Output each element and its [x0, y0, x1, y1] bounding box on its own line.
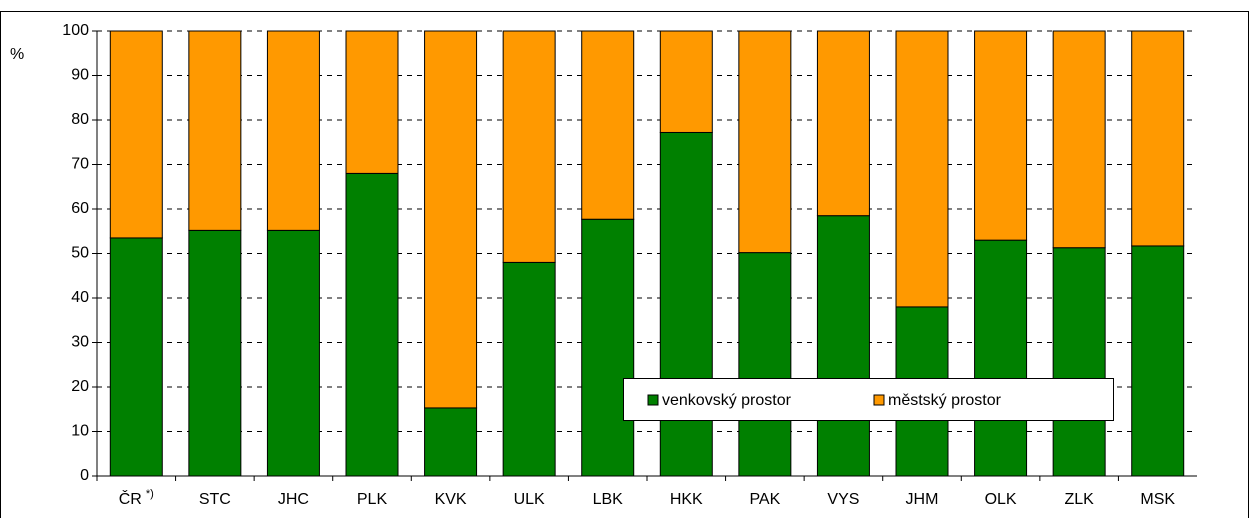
bar-segment — [581, 218, 635, 477]
bar-segment — [738, 252, 792, 477]
y-tick-label: 0 — [80, 467, 89, 484]
x-tick-text: PAK — [749, 491, 780, 508]
x-tick-text: MSK — [1140, 491, 1175, 508]
x-tick-label: STC — [199, 491, 231, 508]
y-tick-label: 60 — [71, 200, 89, 217]
legend-swatch — [647, 394, 659, 406]
x-tick-text: HKK — [670, 491, 703, 508]
bar-segment — [974, 30, 1028, 241]
x-tick-label: PAK — [749, 491, 780, 508]
x-tick-text: PLK — [357, 491, 388, 508]
bar-segment — [895, 30, 949, 308]
bar-segment — [502, 261, 556, 477]
bar-segment — [188, 30, 242, 231]
y-tick-label: 10 — [71, 423, 89, 440]
y-tick-label: 80 — [71, 111, 89, 128]
y-tick-label: 50 — [71, 245, 89, 262]
bar-segment — [738, 30, 792, 254]
x-tick-label: JHC — [278, 491, 309, 508]
x-tick-label: MSK — [1140, 491, 1175, 508]
x-tick-text: ZLK — [1064, 491, 1094, 508]
bar-segment — [659, 30, 713, 133]
y-tick-label: 70 — [71, 156, 89, 173]
x-tick-text: JHM — [906, 491, 939, 508]
x-tick-label: OLK — [985, 491, 1017, 508]
x-tick-label: JHM — [906, 491, 939, 508]
legend-label: venkovský prostor — [662, 392, 792, 409]
y-tick-label: 20 — [71, 378, 89, 395]
y-tick-label: 40 — [71, 289, 89, 306]
bar-segment — [109, 30, 163, 239]
bar-segment — [266, 30, 320, 231]
bar-segment — [1052, 247, 1106, 477]
x-tick-label: VYS — [827, 491, 859, 508]
y-tick-label: 90 — [71, 67, 89, 84]
x-tick-text: ULK — [514, 491, 545, 508]
x-tick-label: PLK — [357, 491, 388, 508]
bar-segment — [424, 30, 478, 409]
x-tick-text: VYS — [827, 491, 859, 508]
bar-segment — [345, 172, 399, 477]
x-tick-text: JHC — [278, 491, 309, 508]
bar-segment — [816, 30, 870, 217]
bar-segment — [424, 407, 478, 477]
bar-segment — [109, 237, 163, 477]
x-tick-text: ČR — [119, 489, 142, 508]
y-tick-label: 30 — [71, 334, 89, 351]
bar-segment — [659, 131, 713, 477]
bar-segment — [816, 215, 870, 477]
x-tick-label: LBK — [593, 491, 624, 508]
y-axis-label: % — [10, 46, 24, 63]
bar-segment — [1052, 30, 1106, 249]
x-tick-text: LBK — [593, 491, 624, 508]
x-tick-label: HKK — [670, 491, 703, 508]
bar-segment — [345, 30, 399, 174]
bar-segment — [581, 30, 635, 220]
x-tick-label: ULK — [514, 491, 545, 508]
bar-segment — [188, 229, 242, 477]
footnote-mark: *) — [146, 488, 154, 500]
x-tick-label: ČR *) — [119, 488, 154, 508]
bar-segment — [1131, 30, 1185, 247]
x-tick-text: STC — [199, 491, 231, 508]
x-tick-label: ZLK — [1064, 491, 1094, 508]
bar-segment — [266, 229, 320, 477]
bar-segment — [1131, 245, 1185, 477]
bar-segment — [974, 239, 1028, 477]
x-tick-label: KVK — [435, 491, 467, 508]
x-tick-text: OLK — [985, 491, 1017, 508]
legend-swatch — [873, 394, 885, 406]
y-tick-label: 100 — [62, 22, 89, 39]
legend-label: městský prostor — [888, 392, 1002, 409]
bar-segment — [502, 30, 556, 263]
legend-box — [623, 378, 1114, 421]
x-tick-text: KVK — [435, 491, 467, 508]
